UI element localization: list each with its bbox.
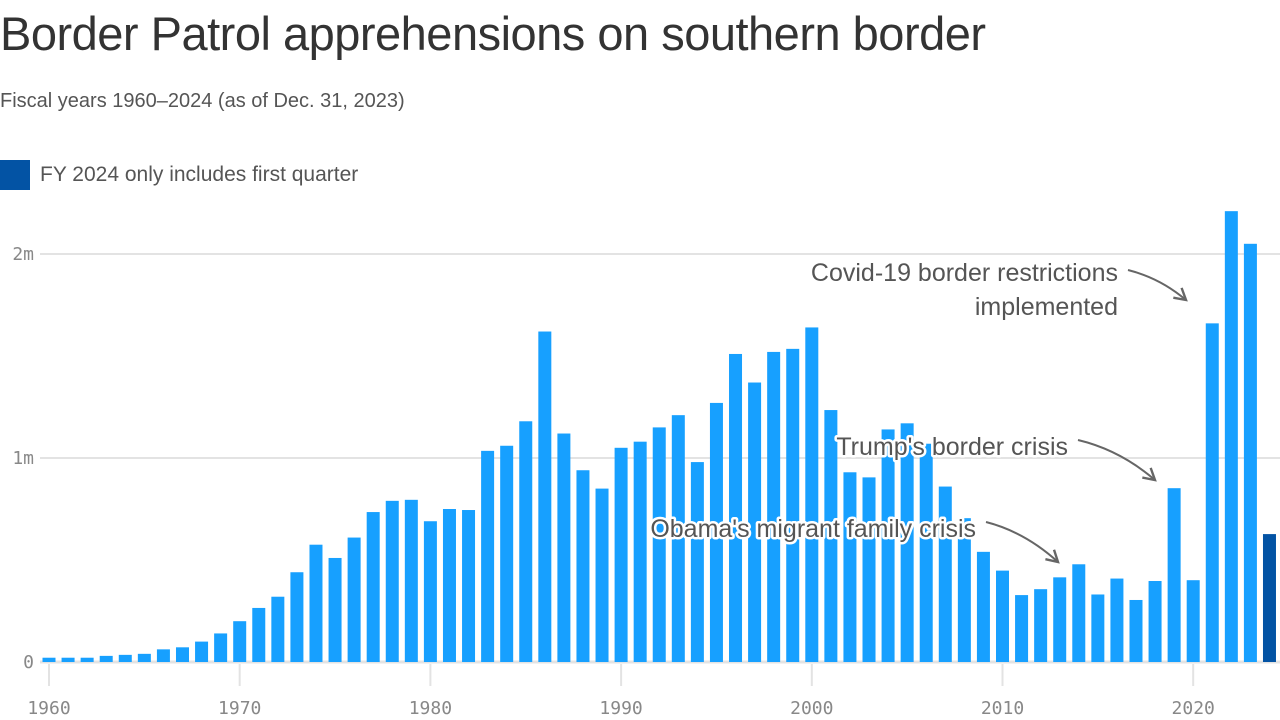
bar-1997 <box>748 382 762 662</box>
y-tick-label: 0 <box>23 652 34 673</box>
bar-1983 <box>481 450 495 662</box>
annotations: Covid-19 border restrictions implemented T… <box>648 257 1188 564</box>
bar-2012 <box>1034 589 1048 662</box>
bar-1967 <box>175 647 189 662</box>
bar-2020 <box>1186 580 1200 662</box>
y-tick-label: 1m <box>12 448 34 469</box>
bar-1965 <box>137 653 151 662</box>
bar-1996 <box>729 353 743 662</box>
bar-2001 <box>824 410 838 662</box>
bar-1976 <box>347 537 361 662</box>
bar-1990 <box>614 447 628 662</box>
bar-2008 <box>957 518 971 662</box>
bar-2004 <box>881 429 895 662</box>
annotation-arrow-icon <box>1127 269 1188 302</box>
bar-2011 <box>1015 595 1029 662</box>
x-tick-label: 2000 <box>790 698 833 719</box>
axes: 0 1m 2m 1960 1970 1980 1990 2000 2010 2020 <box>12 244 1215 719</box>
x-tick-label: 2020 <box>1172 698 1215 719</box>
bar-2024 <box>1262 534 1276 662</box>
annotation-arrow-icon <box>985 521 1060 564</box>
bar-1964 <box>118 654 132 662</box>
annotation: Obama's migrant family crisis <box>648 513 1060 564</box>
bar-2005 <box>900 423 914 662</box>
bar-2017 <box>1129 599 1143 662</box>
annotation-text: Obama's migrant family crisis <box>650 515 976 543</box>
x-tick-label: 1960 <box>27 698 70 719</box>
bar-1973 <box>290 572 304 662</box>
chart-title: Border Patrol apprehensions on southern … <box>0 7 986 60</box>
bar-1970 <box>233 621 247 662</box>
bar-1981 <box>442 509 456 662</box>
bar-2016 <box>1110 578 1124 662</box>
bars <box>42 211 1276 663</box>
bar-2023 <box>1243 243 1257 663</box>
bar-1962 <box>80 657 94 662</box>
bar-1992 <box>652 427 666 662</box>
bar-1989 <box>595 488 609 662</box>
bar-1984 <box>500 445 514 662</box>
annotation-text: Trump's border crisis <box>836 433 1068 461</box>
bar-1998 <box>767 351 781 662</box>
bar-1994 <box>690 462 704 662</box>
bar-1988 <box>576 470 590 662</box>
bar-1977 <box>366 512 380 662</box>
annotation-text: implemented <box>975 293 1118 321</box>
bar-1972 <box>271 596 285 662</box>
annotation: Trump's border crisis <box>834 431 1157 482</box>
bar-1995 <box>709 402 723 662</box>
bar-1963 <box>99 655 113 662</box>
legend-swatch <box>0 160 30 190</box>
bar-1982 <box>462 510 476 662</box>
x-tick-label: 1970 <box>218 698 261 719</box>
bar-1969 <box>214 633 228 662</box>
bar-2021 <box>1205 323 1219 662</box>
x-tick-label: 1980 <box>409 698 452 719</box>
bar-1987 <box>557 433 571 662</box>
bar-2003 <box>862 477 876 662</box>
bar-1968 <box>195 641 209 662</box>
bar-1986 <box>538 331 552 662</box>
bar-1985 <box>519 421 533 662</box>
bar-2022 <box>1224 211 1238 662</box>
bar-2014 <box>1072 564 1086 662</box>
bar-1979 <box>404 499 418 662</box>
chart-subtitle: Fiscal years 1960–2024 (as of Dec. 31, 2… <box>0 90 405 112</box>
bar-1974 <box>309 544 323 662</box>
bar-2009 <box>976 551 990 662</box>
bar-1980 <box>423 521 437 662</box>
bar-2006 <box>919 443 933 662</box>
bar-1966 <box>156 649 170 662</box>
bar-2002 <box>843 472 857 662</box>
bar-1971 <box>252 607 266 662</box>
x-tick-label: 1990 <box>599 698 642 719</box>
bar-2015 <box>1091 594 1105 662</box>
bar-2000 <box>805 327 819 662</box>
bar-1991 <box>633 441 647 662</box>
bar-1975 <box>328 557 342 662</box>
legend-label: FY 2024 only includes first quarter <box>40 163 359 186</box>
annotation: Covid-19 border restrictions implemented <box>808 257 1188 324</box>
bar-2007 <box>938 486 952 662</box>
x-tick-label: 2010 <box>981 698 1024 719</box>
y-tick-label: 2m <box>12 244 34 265</box>
annotation-text: Covid-19 border restrictions <box>811 259 1118 287</box>
bar-1978 <box>385 500 399 662</box>
bar-2010 <box>996 570 1009 662</box>
bar-2013 <box>1053 577 1067 662</box>
bar-1993 <box>671 415 685 662</box>
bar-1961 <box>61 657 75 662</box>
bar-1960 <box>42 657 56 662</box>
legend: FY 2024 only includes first quarter <box>0 160 358 190</box>
bar-2018 <box>1148 581 1162 662</box>
annotation-arrow-icon <box>1077 439 1157 482</box>
bar-2019 <box>1167 488 1181 662</box>
bar-1999 <box>786 348 800 662</box>
